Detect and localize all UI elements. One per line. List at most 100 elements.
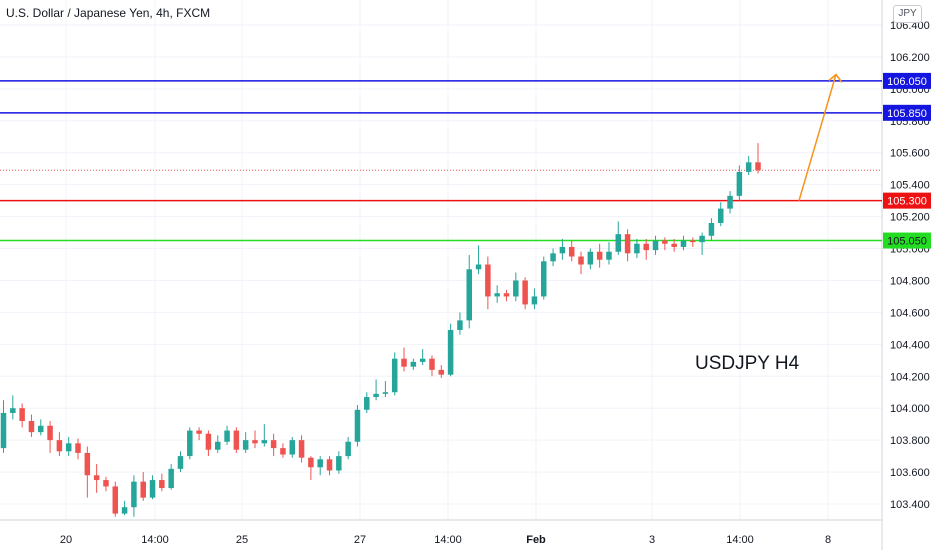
candle-body	[84, 452, 91, 476]
candle-body	[494, 293, 500, 297]
candle-body	[326, 459, 333, 471]
candle-body	[429, 358, 435, 370]
candle-body	[475, 264, 482, 270]
candle-body	[261, 440, 268, 444]
candle-body	[587, 251, 594, 265]
candle-body	[252, 440, 258, 444]
y-tick-label: 104.800	[890, 275, 930, 287]
candle-body	[65, 443, 72, 452]
candle-body	[550, 253, 556, 262]
level-price-tag	[883, 232, 931, 249]
candle-body	[93, 475, 100, 481]
candle-body	[680, 240, 687, 247]
x-tick-label: 3	[649, 534, 655, 546]
candle-body	[606, 251, 612, 260]
candle-body	[373, 393, 379, 398]
candle-body	[308, 457, 314, 468]
x-tick-label: 27	[354, 534, 366, 546]
candle-body	[298, 440, 305, 458]
candle-body	[466, 269, 472, 321]
y-tick-label: 106.200	[890, 52, 930, 64]
candle-body	[38, 425, 44, 433]
candle-body	[336, 456, 342, 471]
candle-body	[103, 480, 109, 487]
level-price-label: 106.050	[887, 76, 927, 88]
currency-badge[interactable]: JPY	[893, 5, 922, 23]
x-tick-label: 25	[236, 534, 248, 546]
y-tick-label: 104.200	[890, 371, 930, 383]
candle-body	[531, 296, 538, 305]
candle-body	[140, 481, 146, 498]
candle-body	[159, 480, 165, 489]
chart-title: U.S. Dollar / Japanese Yen, 4h, FXCM	[6, 6, 211, 20]
candle-body	[28, 420, 35, 433]
candles	[0, 143, 761, 517]
x-tick-label: 20	[60, 534, 72, 546]
x-tick-label: 14:00	[434, 534, 462, 546]
candle-body	[755, 162, 761, 171]
y-tick-label: 103.600	[890, 467, 930, 479]
y-tick-label: 104.600	[890, 307, 930, 319]
candle-body	[727, 195, 733, 209]
candle-body	[10, 408, 16, 413]
candle-body	[47, 425, 53, 441]
candle-body	[485, 264, 491, 297]
projection-arrow	[798, 74, 837, 201]
candle-body	[280, 448, 286, 455]
candle-body	[131, 481, 137, 508]
grid	[0, 0, 882, 520]
projection-arrow-head	[828, 73, 843, 83]
candle-body	[662, 240, 668, 244]
candle-body	[382, 392, 389, 394]
candle-body	[541, 261, 547, 297]
candle-body	[187, 430, 193, 457]
candle-body	[391, 358, 398, 393]
y-tick-label: 105.600	[890, 148, 930, 160]
candle-body	[522, 280, 528, 305]
candle-body	[149, 480, 156, 498]
candle-body	[503, 293, 510, 297]
candle-body	[0, 412, 7, 449]
candle-body	[233, 430, 240, 450]
candle-body	[643, 243, 649, 251]
candle-body	[708, 222, 715, 236]
candle-body	[214, 441, 221, 450]
level-price-tag	[883, 104, 931, 121]
x-tick-label: 14:00	[726, 534, 754, 546]
candle-body	[289, 440, 296, 455]
candle-body	[224, 430, 230, 442]
candle-body	[559, 246, 566, 254]
y-tick-label: 106.400	[890, 20, 930, 32]
candle-body	[354, 409, 361, 442]
candle-body	[615, 234, 622, 252]
candle-body	[447, 329, 454, 375]
x-tick-label: Feb	[526, 534, 546, 546]
y-tick-label: 103.800	[890, 435, 930, 447]
candle-body	[270, 440, 277, 449]
level-price-label: 105.850	[887, 108, 927, 120]
y-tick-label: 104.000	[890, 403, 930, 415]
level-price-label: 105.300	[887, 196, 927, 208]
candle-body	[19, 408, 25, 421]
candle-body	[401, 358, 407, 367]
candle-body	[177, 456, 184, 469]
y-tick-label: 105.400	[890, 180, 930, 192]
candle-body	[634, 243, 640, 254]
chart-annotation: USDJPY H4	[695, 353, 800, 374]
candle-body	[745, 162, 752, 172]
candle-body	[624, 234, 631, 254]
candle-body	[671, 243, 677, 247]
candle-body	[513, 280, 519, 297]
candle-body	[419, 358, 426, 362]
candle-body	[438, 369, 445, 375]
x-tick-label: 8	[825, 534, 831, 546]
candle-body	[317, 459, 323, 468]
candle-body	[652, 240, 659, 251]
candle-body	[364, 397, 370, 410]
candle-body	[717, 208, 724, 223]
candle-body	[112, 486, 119, 514]
candle-body	[75, 443, 81, 453]
y-tick-label: 104.400	[890, 339, 930, 351]
candle-body	[578, 256, 584, 265]
